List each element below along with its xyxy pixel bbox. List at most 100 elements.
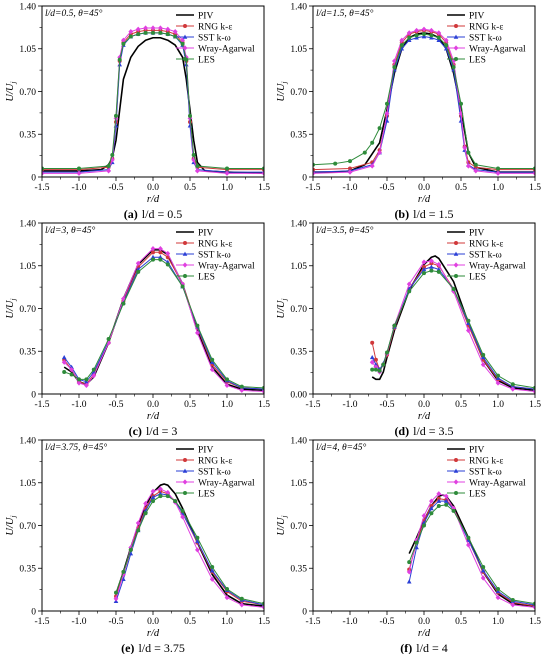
x-tick-label-e-5: 1.0	[221, 617, 233, 627]
x-tick-label-f-2: -0.5	[379, 617, 394, 627]
legend-marker-b-1	[454, 24, 458, 28]
series-point-a-3-18	[195, 168, 200, 174]
series-line-e-4	[115, 495, 264, 605]
legend-marker-b-3	[453, 45, 459, 51]
series-point-d-4-14	[510, 382, 515, 387]
series-point-a-3-1	[76, 170, 82, 176]
y-tick-label-b-2: 0.70	[290, 88, 307, 98]
panel-caption-c: (c) l/d = 3	[129, 424, 178, 438]
series-point-b-4-6	[385, 101, 389, 106]
x-tick-label-f-5: 1.0	[492, 617, 504, 627]
series-point-c-2-8	[150, 254, 156, 259]
y-ticks-a: 0 0.35 0.70 1.05 1.40	[19, 2, 42, 183]
series-point-a-3-11	[158, 25, 163, 31]
x-axis-label-b: r/d	[418, 194, 431, 205]
series-point-d-4-2	[377, 368, 382, 373]
series-point-a-3-15	[183, 54, 189, 60]
series-point-e-4-3	[136, 528, 141, 533]
series-point-c-4-9	[158, 257, 163, 262]
y-tick-label-a-4: 1.40	[19, 2, 36, 12]
caption-text-d: l/d = 3.5	[413, 424, 453, 438]
series-point-c-4-13	[210, 357, 215, 362]
legend-marker-b-2	[453, 34, 459, 39]
legend-label-d-1: RNG k-ε	[469, 239, 503, 249]
legend-marker-a-3	[182, 45, 188, 51]
series-a-4	[42, 30, 264, 171]
series-point-f-3-0	[406, 569, 412, 575]
series-point-f-3-10	[510, 602, 516, 608]
series-point-b-4-16	[459, 101, 463, 106]
series-point-a-4-12	[165, 32, 170, 37]
y-axis-label-sub-e: j	[9, 515, 18, 518]
series-point-c-3-3	[84, 382, 89, 389]
legend-label-b-2: SST k-ω	[469, 33, 502, 43]
series-point-b-3-4	[384, 110, 390, 117]
series-point-d-4-10	[451, 286, 456, 291]
legend-label-a-2: SST k-ω	[198, 33, 231, 43]
y-tick-label-f-3: 1.05	[290, 479, 307, 489]
series-point-e-4-2	[128, 547, 133, 552]
y-axis-label-sub-a: j	[9, 81, 18, 84]
series-point-c-3-1	[69, 366, 74, 373]
condition-label-b: l/d=1.5, θ=45°	[316, 8, 374, 19]
series-point-d-2-7	[421, 267, 427, 272]
series-point-c-4-15	[239, 384, 244, 389]
series-e-2	[113, 491, 264, 607]
series-point-c-2-13	[209, 359, 215, 365]
series-point-d-4-6	[407, 289, 412, 294]
series-point-c-3-7	[135, 260, 141, 266]
panel-b: -1.5 -1.0 -0.5 0.0 0.5 1.0 1.5 0 0.35 0.70 1.05 1.…	[276, 2, 541, 221]
series-point-e-3-7	[165, 489, 171, 496]
legend-label-b-0: PIV	[469, 11, 484, 21]
series-point-a-3-8	[135, 26, 141, 32]
y-tick-label-c-3: 1.05	[19, 262, 36, 272]
series-point-a-4-10	[151, 30, 155, 35]
series-point-c-4-1	[69, 372, 74, 377]
y-axis-label-a: U/Uj	[5, 81, 18, 101]
y-tick-label-b-1: 0.35	[290, 131, 307, 141]
legend-marker-a-1	[183, 24, 187, 28]
legend-label-d-2: SST k-ω	[469, 250, 502, 260]
caption-text-c: l/d = 3	[146, 424, 177, 438]
series-point-a-4-9	[143, 30, 148, 35]
panel-e: -1.5 -1.0 -0.5 0.0 0.5 1.0 1.5 0 0.35 0.70 1.05 1.…	[5, 436, 270, 654]
series-point-f-4-7	[466, 535, 471, 540]
series-point-d-2-12	[480, 354, 486, 360]
x-tick-label-c-4: 0.5	[184, 400, 196, 410]
caption-letter-f: (f)	[400, 641, 412, 654]
series-point-b-4-5	[377, 126, 382, 131]
plot-area-f	[406, 491, 535, 610]
y-axis-label-c: U/Uj	[5, 298, 18, 318]
panel-caption-e: (e) l/d = 3.75	[121, 641, 185, 654]
series-point-b-2-10	[429, 35, 434, 40]
series-point-c-4-6	[121, 301, 126, 306]
y-axis-label-d: U/Uj	[276, 298, 289, 318]
panel-f: -1.5 -1.0 -0.5 0.0 0.5 1.0 1.5 0 0.35 0.70 1.05 1.…	[276, 436, 541, 654]
legend-marker-e-2	[182, 468, 188, 473]
series-point-b-2-11	[436, 37, 442, 42]
series-point-e-3-3	[135, 520, 141, 526]
series-point-a-3-0	[42, 170, 45, 176]
series-point-d-3-15	[532, 388, 535, 394]
caption-text-f: l/d = 4	[416, 641, 447, 654]
series-point-b-3-19	[532, 170, 535, 176]
series-point-c-4-12	[195, 323, 200, 328]
series-point-e-4-4	[143, 511, 148, 516]
plot-area-d	[369, 255, 535, 394]
series-point-f-3-8	[480, 575, 486, 581]
x-tick-label-d-3: 0.0	[418, 400, 430, 410]
y-axis-label-main-e: U/U	[5, 516, 16, 536]
series-point-d-3-0	[369, 359, 375, 365]
series-point-f-4-5	[444, 502, 449, 507]
legend-marker-f-1	[454, 458, 458, 462]
series-point-e-4-5	[151, 499, 155, 504]
x-tick-label-d-6: 1.5	[529, 400, 541, 410]
y-ticks-d: 0.00 0.35 0.70 1.05 1.40	[290, 219, 313, 400]
series-e-0	[115, 483, 264, 607]
series-point-f-1-4	[436, 496, 441, 501]
series-point-c-4-7	[136, 269, 141, 274]
series-line-d-4	[372, 270, 535, 389]
series-point-b-3-8	[414, 27, 419, 34]
series-point-b-3-18	[495, 170, 501, 176]
